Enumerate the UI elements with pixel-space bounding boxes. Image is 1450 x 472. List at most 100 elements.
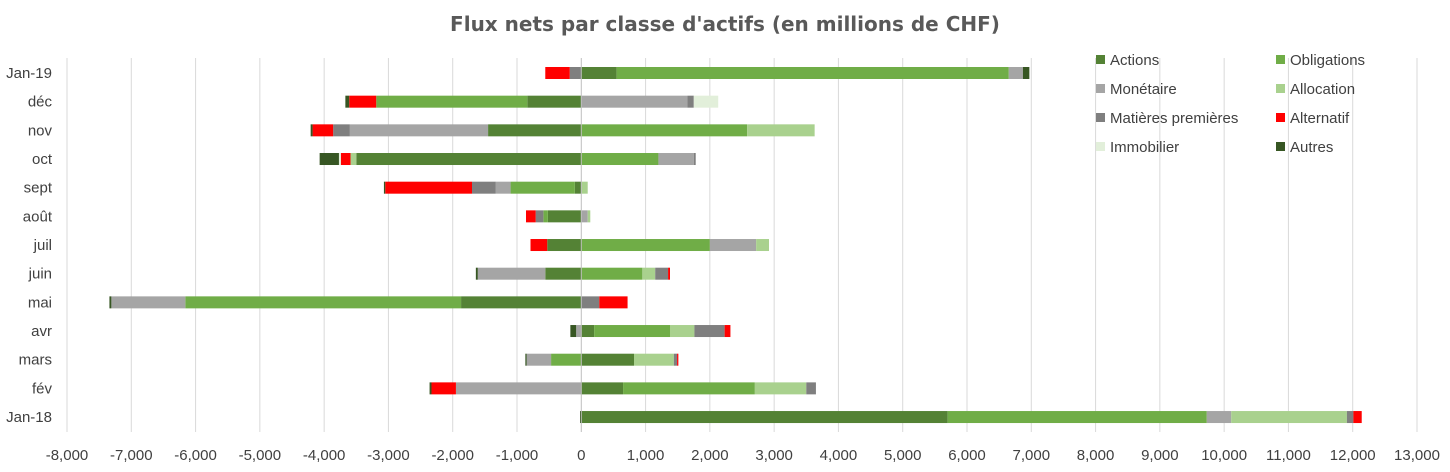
bar-segment — [495, 181, 511, 194]
legend-label: Monétaire — [1110, 81, 1177, 98]
bar-segment — [1022, 67, 1030, 79]
bar-segment — [709, 239, 757, 252]
bar-segment — [527, 95, 582, 108]
y-tick-label: fév — [32, 380, 53, 397]
x-tick-label: -2,000 — [431, 447, 474, 464]
bar-segment — [510, 181, 575, 194]
bar-segment — [535, 210, 544, 223]
bar-segment — [756, 239, 769, 252]
bar-segment — [673, 353, 678, 366]
bar-segment — [574, 181, 582, 194]
x-tick-label: 7,000 — [1013, 447, 1051, 464]
legend-label: Alternatif — [1290, 110, 1350, 127]
bar-segment — [385, 181, 472, 194]
legend-label: Actions — [1110, 52, 1159, 69]
legend-label: Obligations — [1290, 52, 1365, 69]
bar-segment — [747, 124, 815, 137]
x-tick-label: 11,000 — [1266, 447, 1311, 464]
bar-segment — [580, 411, 582, 424]
bar-segment — [312, 124, 334, 137]
bar-segment — [587, 210, 591, 223]
bar-segment — [1346, 411, 1354, 424]
y-tick-label: nov — [28, 122, 53, 139]
legend: Actions Obligations Monétaire Allocation Mat… — [1096, 52, 1365, 156]
bar-segment — [349, 95, 377, 108]
x-tick-label: -1,000 — [496, 447, 539, 464]
bar-segment — [429, 382, 432, 395]
legend-swatch — [1276, 55, 1285, 64]
bar-segment — [545, 67, 570, 79]
bar-layer — [109, 58, 1362, 432]
bar-segment — [581, 124, 748, 137]
bar-segment — [581, 411, 948, 424]
bar-segment — [356, 153, 582, 166]
bar-segment — [1008, 67, 1023, 79]
bar-segment — [526, 210, 536, 223]
y-tick-label: Jan-18 — [6, 409, 52, 426]
bar-segment — [642, 267, 656, 280]
bar-segment — [694, 325, 725, 338]
legend-swatch — [1276, 84, 1285, 93]
x-tick-label: 3,000 — [755, 447, 793, 464]
bar-segment — [581, 267, 643, 280]
x-tick-label: 13,000 — [1394, 447, 1440, 464]
bar-segment — [576, 325, 582, 338]
x-tick-label: 12,000 — [1330, 447, 1376, 464]
bar-segment — [581, 67, 617, 79]
legend-swatch — [1096, 113, 1105, 122]
y-tick-label: août — [23, 208, 53, 225]
bar-segment — [670, 325, 695, 338]
bar-segment — [634, 353, 674, 366]
x-tick-label: 1,000 — [627, 447, 665, 464]
bar-segment — [569, 67, 582, 79]
x-tick-label: 5,000 — [884, 447, 922, 464]
y-tick-label: mars — [19, 352, 52, 369]
legend-label: Autres — [1290, 139, 1333, 156]
bar-segment — [1206, 411, 1232, 424]
bar-segment — [345, 95, 350, 108]
bar-segment — [570, 325, 577, 338]
bar-segment — [455, 382, 582, 395]
bar-segment — [581, 296, 600, 309]
bar-segment — [724, 325, 731, 338]
bar-segment — [376, 95, 528, 108]
bar-segment — [547, 239, 582, 252]
bar-segment — [754, 382, 807, 395]
bar-segment — [547, 210, 582, 223]
bar-segment — [687, 95, 694, 108]
x-tick-label: 10,000 — [1201, 447, 1247, 464]
y-tick-label: sept — [24, 180, 53, 197]
bar-segment — [475, 267, 478, 280]
x-tick-label: -6,000 — [174, 447, 217, 464]
bar-segment — [350, 153, 357, 166]
legend-swatch — [1096, 84, 1105, 93]
legend-label: Allocation — [1290, 81, 1355, 98]
bar-segment — [1353, 411, 1362, 424]
bar-segment — [333, 124, 350, 137]
y-tick-label: déc — [28, 94, 53, 111]
legend-label: Matières premières — [1110, 110, 1238, 127]
bar-segment — [693, 95, 719, 108]
bar-segment — [111, 296, 186, 309]
bar-segment — [806, 382, 816, 395]
bar-segment — [431, 382, 456, 395]
bar-segment — [581, 153, 659, 166]
bar-segment — [623, 382, 755, 395]
bar-segment — [655, 267, 669, 280]
bar-segment — [658, 153, 694, 166]
x-tick-label: 0 — [577, 447, 585, 464]
x-tick-label: 4,000 — [820, 447, 858, 464]
bar-segment — [185, 296, 462, 309]
bar-segment — [599, 296, 628, 309]
bar-segment — [488, 124, 582, 137]
bar-segment — [581, 239, 710, 252]
bar-segment — [349, 124, 489, 137]
bar-segment — [616, 67, 1009, 79]
bar-segment — [526, 353, 552, 366]
bar-segment — [668, 267, 670, 280]
legend-swatch — [1276, 113, 1285, 122]
bar-segment — [319, 153, 339, 166]
legend-swatch — [1096, 142, 1105, 151]
x-tick-label: -4,000 — [303, 447, 346, 464]
